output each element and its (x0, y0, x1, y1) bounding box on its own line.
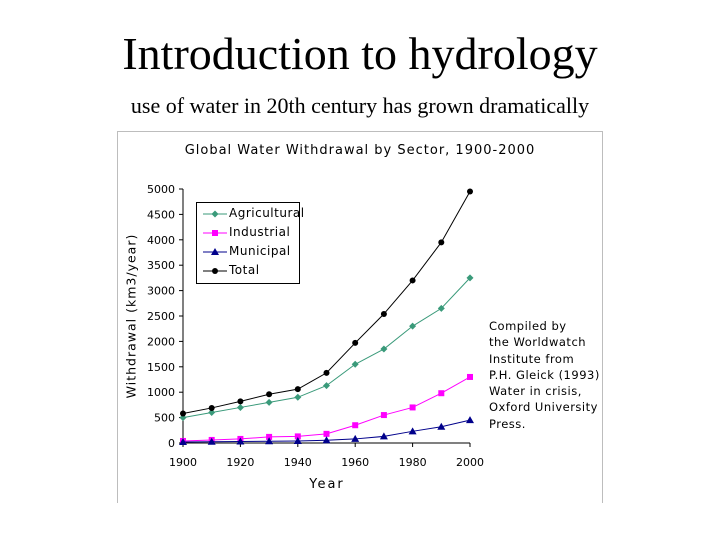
legend-item-total: Total (197, 262, 297, 280)
data-point-total (180, 410, 186, 417)
data-point-total (352, 339, 359, 346)
data-point-industrial (294, 433, 301, 440)
data-point-municipal (236, 437, 245, 445)
data-point-municipal (207, 437, 216, 445)
series-line-agricultural (182, 277, 471, 419)
data-point-industrial (409, 404, 416, 411)
data-point-total (294, 386, 301, 393)
legend-marker-municipal (211, 248, 219, 255)
data-point-agricultural (323, 382, 330, 390)
x-axis-title: Year (309, 477, 345, 492)
chart-frame (117, 131, 603, 503)
y-tick-label: 0 (168, 437, 175, 450)
data-point-municipal (379, 432, 388, 440)
data-point-agricultural (409, 322, 417, 330)
data-point-total (467, 188, 473, 195)
data-point-agricultural (294, 393, 302, 401)
annotation-line: Institute from (489, 351, 575, 366)
data-point-agricultural (236, 403, 244, 411)
data-point-agricultural (466, 274, 474, 282)
data-point-industrial (380, 412, 387, 419)
chart-legend: Agricultural Industrial Municipal Total (196, 202, 304, 284)
legend-item-agricultural: Agricultural (197, 205, 304, 223)
annotation-line: Water in crisis, (489, 384, 582, 399)
legend-label: Industrial (229, 225, 291, 239)
legend-swatch-municipal (203, 248, 227, 255)
data-point-municipal (466, 416, 474, 424)
data-point-municipal (179, 437, 187, 445)
data-point-agricultural (208, 409, 216, 417)
y-tick-label: 3000 (147, 285, 175, 298)
data-point-municipal (437, 422, 446, 430)
slide-title: Introduction to hydrology (122, 28, 598, 79)
chart-title: Global Water Withdrawal by Sector, 1900-… (184, 143, 536, 158)
data-point-total (409, 277, 416, 284)
data-point-industrial (438, 390, 445, 397)
data-point-industrial (467, 373, 473, 380)
data-point-agricultural (265, 398, 273, 406)
data-point-agricultural (351, 360, 359, 368)
data-point-industrial (352, 422, 359, 429)
y-tick-label: 4000 (147, 234, 175, 247)
legend-item-industrial: Industrial (197, 224, 297, 242)
data-point-industrial (323, 430, 330, 437)
data-point-agricultural (380, 345, 388, 353)
legend-label: Agricultural (229, 206, 305, 220)
legend-label: Municipal (229, 244, 291, 258)
legend-label: Total (229, 263, 260, 277)
legend-swatch-agricultural (203, 210, 227, 218)
data-point-total (237, 398, 244, 405)
legend-item-municipal: Municipal (197, 243, 297, 261)
y-tick-label: 5000 (147, 183, 175, 196)
y-tick-label: 1500 (147, 361, 175, 374)
data-point-total (266, 391, 273, 398)
data-point-municipal (322, 436, 331, 444)
legend-marker-agricultural (211, 210, 219, 218)
x-tick-label: 1980 (399, 456, 427, 469)
data-point-total (380, 310, 387, 317)
data-point-industrial (266, 433, 273, 440)
y-tick-label: 2000 (147, 335, 175, 348)
x-tick-label: 1940 (284, 456, 312, 469)
annotation-line: Compiled by (489, 319, 567, 333)
x-tick-label: 2000 (456, 456, 484, 469)
y-tick-label: 3500 (147, 259, 175, 272)
y-tick-label: 2500 (147, 310, 175, 323)
data-point-total (208, 404, 215, 411)
data-point-total (438, 239, 445, 246)
data-point-municipal (351, 434, 360, 442)
x-tick-label: 1960 (341, 456, 369, 469)
y-tick-label: 1000 (147, 386, 175, 399)
x-tick-label: 1920 (226, 456, 254, 469)
legend-marker-industrial (212, 230, 218, 236)
annotation-line: P.H. Gleick (1993) (489, 367, 600, 382)
annotation-line: Press. (489, 416, 526, 431)
data-point-municipal (265, 437, 274, 445)
slide-subtitle: use of water in 20th century has grown d… (130, 93, 590, 118)
legend-swatch-total (203, 268, 227, 274)
annotation-line: Oxford University (489, 400, 598, 415)
data-point-agricultural (437, 304, 445, 312)
source-annotation: Compiled by the Worldwatch Institute fro… (489, 318, 607, 432)
legend-swatch-industrial (203, 230, 227, 236)
y-tick-label: 500 (154, 412, 175, 425)
data-point-municipal (293, 436, 302, 444)
data-point-municipal (408, 427, 417, 435)
x-tick-label: 1900 (169, 456, 197, 469)
annotation-line: the Worldwatch (489, 335, 587, 350)
legend-marker-total (212, 268, 218, 274)
data-point-total (323, 369, 330, 376)
y-tick-label: 4500 (147, 208, 175, 221)
y-axis-title: Withdrawal (km3/year) (123, 233, 139, 399)
